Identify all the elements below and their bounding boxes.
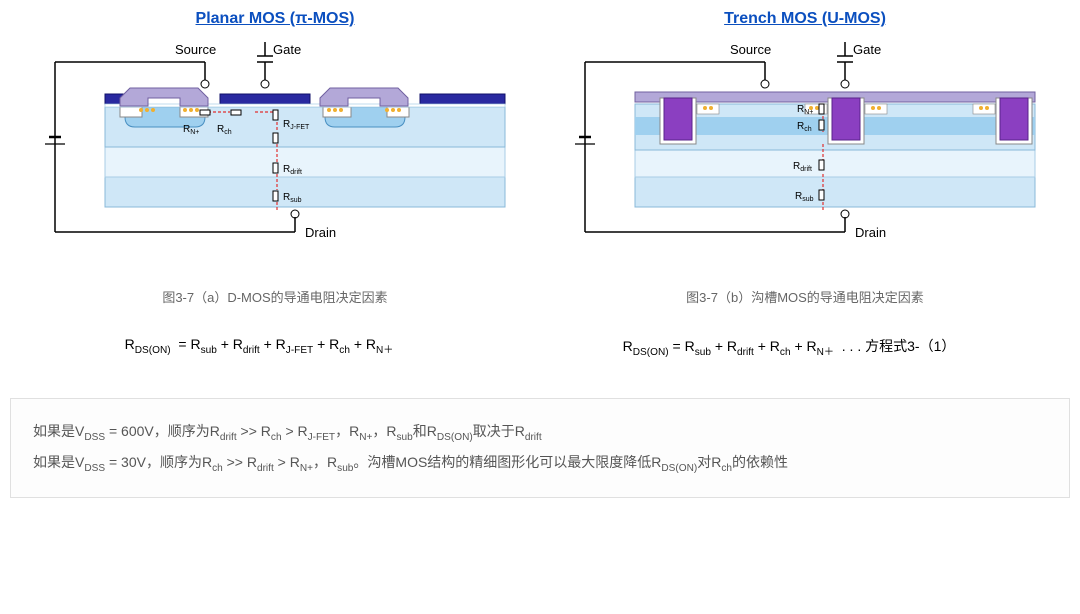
- planar-diagram: Planar MOS (π-MOS) Source Gate Drain: [20, 10, 530, 306]
- trench-equation: RDS(ON) = Rsub + Rdrift + Rch + RN＋ . . …: [623, 336, 956, 358]
- note-box: 如果是VDSS = 600V，顺序为Rdrift >> Rch > RJ-FET…: [10, 398, 1070, 498]
- equation-row: RDS(ON) = Rsub + Rdrift + RJ-FET + Rch +…: [10, 336, 1070, 358]
- diagram-row: Planar MOS (π-MOS) Source Gate Drain: [10, 10, 1070, 306]
- planar-title: Planar MOS (π-MOS): [20, 10, 530, 28]
- planar-caption: 图3-7（a）D-MOS的导通电阻决定因素: [20, 287, 530, 306]
- planar-svg: Source Gate Drain: [25, 32, 525, 272]
- drain-label: Drain: [855, 225, 886, 240]
- drain-label: Drain: [305, 225, 336, 240]
- gate-label: Gate: [853, 42, 881, 57]
- source-label: Source: [730, 42, 771, 57]
- note-line-2: 如果是VDSS = 30V，顺序为Rch >> Rdrift > RN+，Rsu…: [33, 448, 1047, 479]
- trench-title: Trench MOS (U-MOS): [550, 10, 1060, 28]
- trench-svg: Source Gate Drain: [555, 32, 1055, 272]
- gate-label: Gate: [273, 42, 301, 57]
- source-label: Source: [175, 42, 216, 57]
- note-line-1: 如果是VDSS = 600V，顺序为Rdrift >> Rch > RJ-FET…: [33, 417, 1047, 448]
- trench-caption: 图3-7（b）沟槽MOS的导通电阻决定因素: [550, 287, 1060, 306]
- planar-equation: RDS(ON) = Rsub + Rdrift + RJ-FET + Rch +…: [125, 336, 394, 358]
- trench-diagram: Trench MOS (U-MOS) Source Gate Drain: [550, 10, 1060, 306]
